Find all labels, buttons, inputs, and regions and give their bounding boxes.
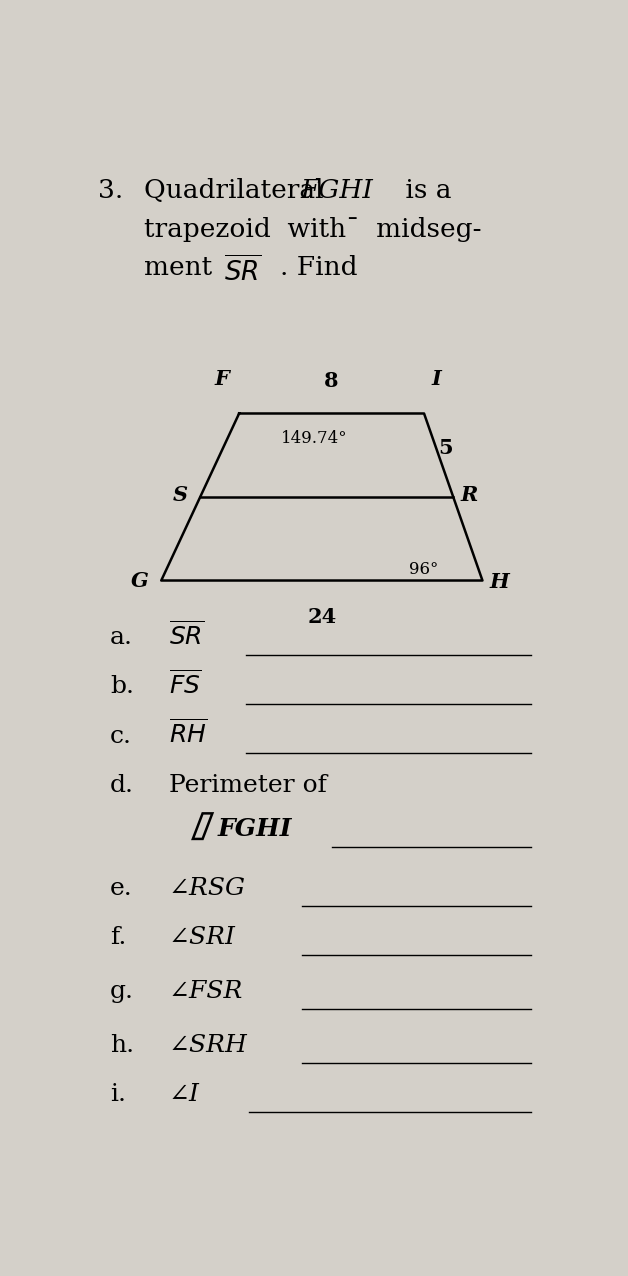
Text: R: R [460, 485, 478, 505]
Text: 24: 24 [307, 607, 337, 627]
Text: i.: i. [110, 1083, 126, 1106]
Text: Quadrilateral: Quadrilateral [144, 177, 332, 203]
Text: F: F [215, 369, 229, 389]
Text: H: H [490, 573, 509, 592]
Text: b.: b. [110, 675, 134, 698]
Text: 3.: 3. [98, 177, 123, 203]
Text: S: S [173, 485, 188, 505]
Text: $\overline{SR}$: $\overline{SR}$ [168, 620, 203, 649]
Text: FGHI: FGHI [217, 817, 292, 841]
Text: a.: a. [110, 627, 133, 649]
Text: . Find: . Find [281, 255, 358, 281]
Text: 5: 5 [438, 438, 453, 458]
Text: 8: 8 [324, 371, 339, 390]
Text: $\overline{FS}$: $\overline{FS}$ [168, 670, 201, 698]
Text: I: I [431, 369, 441, 389]
Text: ∠I: ∠I [168, 1083, 200, 1106]
Text: c.: c. [110, 725, 132, 748]
Text: h.: h. [110, 1034, 134, 1057]
Text: ∠SRH: ∠SRH [168, 1034, 247, 1057]
Text: trapezoid  with¯  midseg-: trapezoid with¯ midseg- [144, 217, 482, 242]
Text: ∠FSR: ∠FSR [168, 980, 243, 1003]
Text: FGHI: FGHI [300, 177, 372, 203]
Text: e.: e. [110, 877, 133, 900]
Text: g.: g. [110, 980, 134, 1003]
Text: f.: f. [110, 926, 126, 949]
Text: 96°: 96° [409, 561, 438, 578]
Text: $\overline{RH}$: $\overline{RH}$ [168, 718, 207, 748]
Text: ∠RSG: ∠RSG [168, 877, 246, 900]
Text: is a: is a [398, 177, 452, 203]
Text: ∠SRI: ∠SRI [168, 926, 236, 949]
Text: $\overline{SR}$: $\overline{SR}$ [224, 255, 261, 286]
Text: 149.74°: 149.74° [281, 430, 347, 447]
Text: d.: d. [110, 773, 134, 796]
Text: Perimeter of: Perimeter of [168, 773, 327, 796]
Text: ment: ment [144, 255, 220, 281]
Text: G: G [131, 570, 149, 591]
